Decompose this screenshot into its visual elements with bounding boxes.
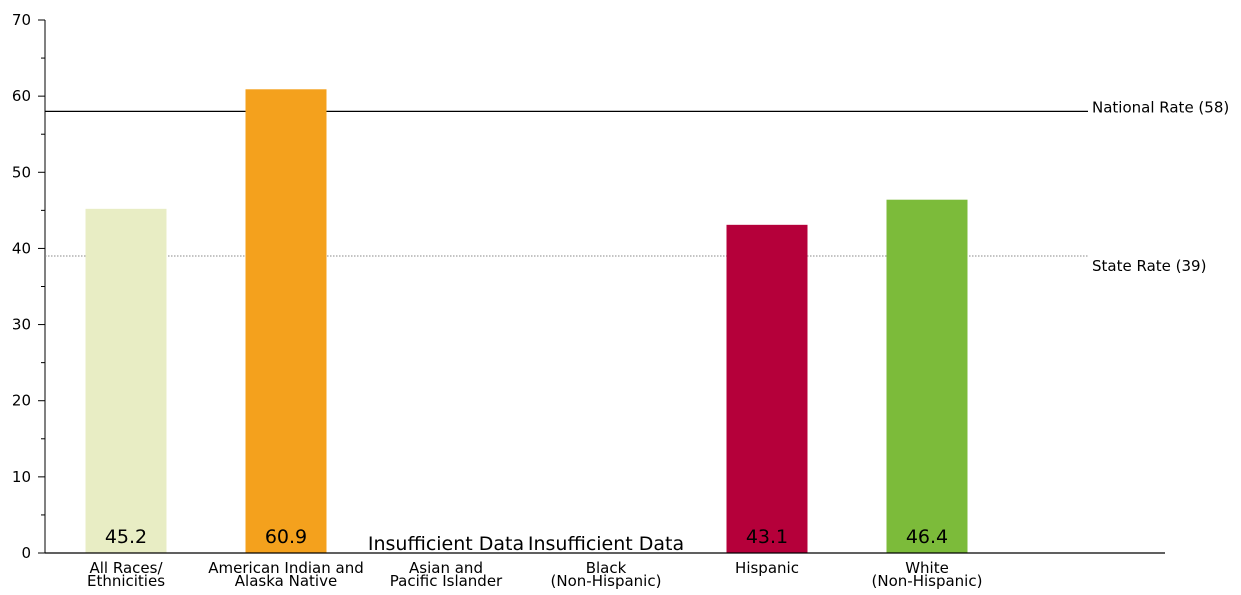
y-tick-label: 30 bbox=[12, 316, 31, 334]
x-category-label: American Indian and bbox=[208, 559, 363, 577]
x-category-label: All Races/ bbox=[90, 559, 164, 577]
bar bbox=[886, 199, 968, 553]
x-category-label: White bbox=[905, 559, 949, 577]
state-rate-label: State Rate (39) bbox=[1092, 257, 1206, 275]
x-category-label: Black bbox=[586, 559, 627, 577]
national-rate-label: National Rate (58) bbox=[1092, 98, 1229, 116]
bar bbox=[245, 89, 327, 553]
bar-value-label: 46.4 bbox=[906, 526, 948, 548]
y-tick-label: 0 bbox=[21, 544, 31, 562]
y-tick-label: 20 bbox=[12, 392, 31, 410]
bar bbox=[85, 208, 167, 553]
bar-value-label: 45.2 bbox=[105, 526, 147, 548]
bar-value-label: 43.1 bbox=[746, 526, 788, 548]
x-category-label: Ethnicities bbox=[87, 572, 165, 590]
bars: 45.2 60.9 Insufficient Data Insufficient Da… bbox=[85, 89, 968, 555]
x-category-label: (Non-Hispanic) bbox=[551, 572, 662, 590]
bar-value-label: 60.9 bbox=[265, 526, 307, 548]
insufficient-data-label: Insufficient Data bbox=[368, 533, 524, 555]
x-category-label: Asian and bbox=[409, 559, 483, 577]
y-tick-label: 40 bbox=[12, 239, 31, 257]
x-category-label: Pacific Islander bbox=[390, 572, 503, 590]
y-axis: 0 10 20 30 40 50 60 70 bbox=[12, 11, 46, 562]
x-category-label: Hispanic bbox=[735, 559, 799, 577]
x-category-label: Alaska Native bbox=[235, 572, 337, 590]
y-tick-label: 10 bbox=[12, 468, 31, 486]
x-axis: All Races/Ethnicities American Indian and… bbox=[45, 552, 1165, 590]
x-category-label: (Non-Hispanic) bbox=[872, 572, 983, 590]
y-tick-label: 50 bbox=[12, 163, 31, 181]
y-tick-label: 60 bbox=[12, 87, 31, 105]
bar bbox=[726, 224, 808, 553]
reference-lines: National Rate (58) State Rate (39) bbox=[45, 98, 1229, 275]
insufficient-data-label: Insufficient Data bbox=[528, 533, 684, 555]
y-tick-label: 70 bbox=[12, 11, 31, 29]
